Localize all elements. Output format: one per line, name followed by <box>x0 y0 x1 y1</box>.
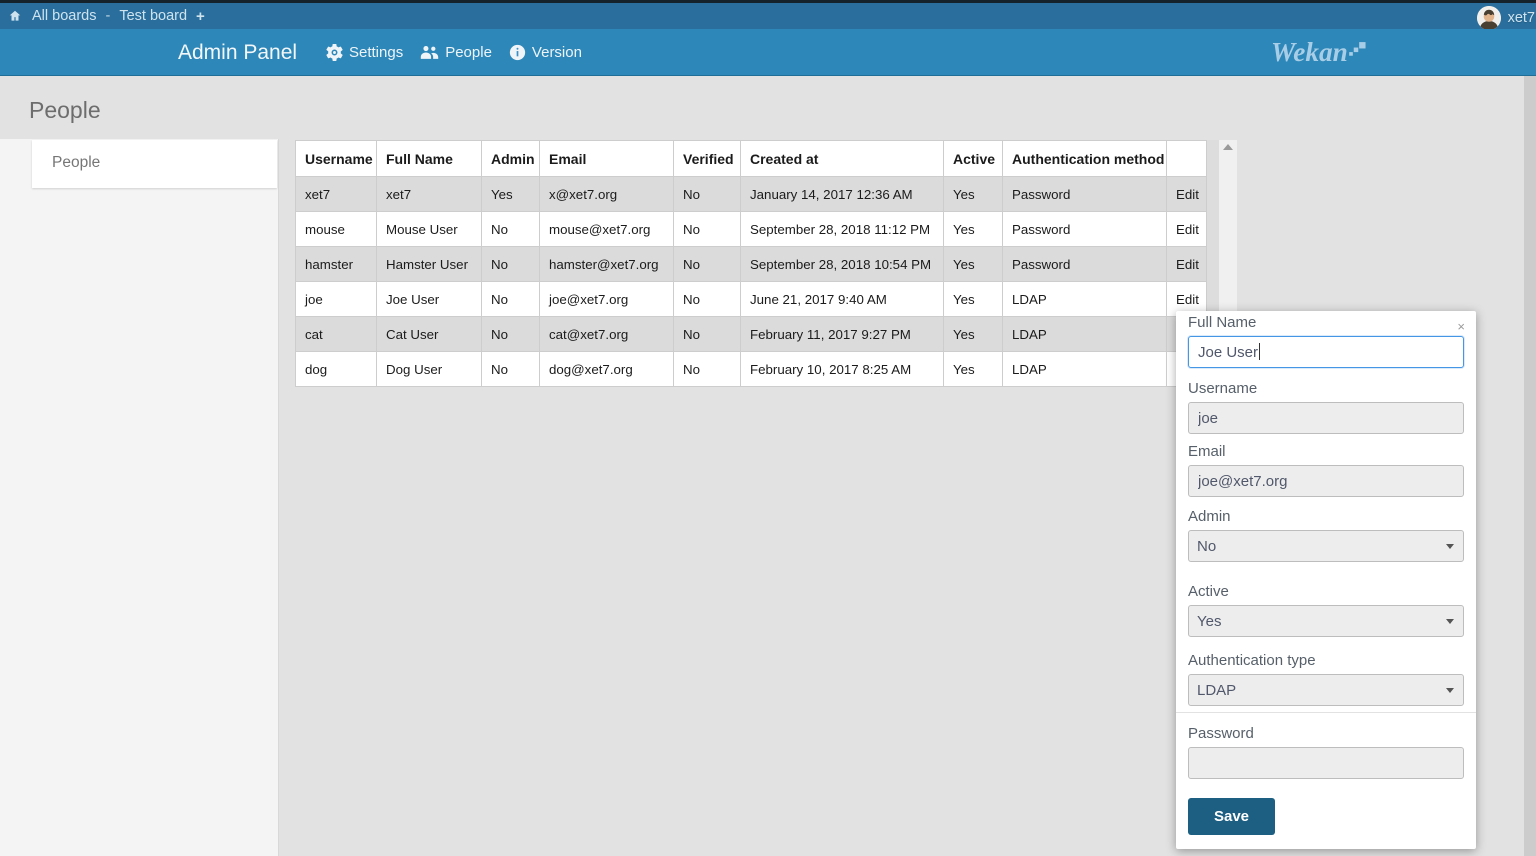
svg-text:Wekan: Wekan <box>1271 37 1348 67</box>
